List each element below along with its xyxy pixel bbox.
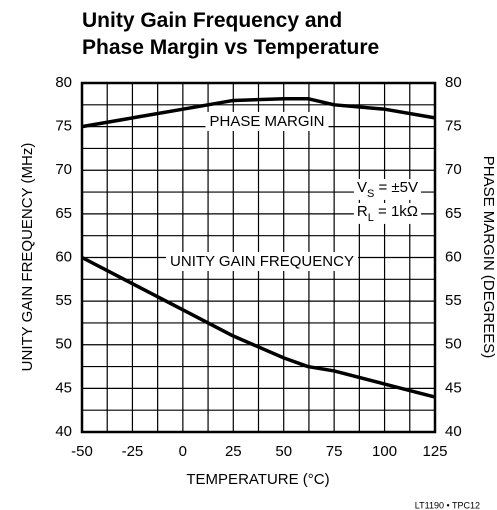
y2-tick-label: 40 — [445, 423, 462, 440]
condition-symbol: R — [357, 203, 368, 220]
series-line — [81, 255, 436, 399]
y-tick-label: 80 — [55, 74, 72, 91]
y-tick-label: 45 — [55, 379, 72, 396]
chart-title: Phase Margin vs Temperature — [82, 36, 379, 59]
x-tick-label: 0 — [179, 443, 187, 460]
condition-subscript: S — [367, 188, 374, 200]
condition-value: = ±5V — [374, 179, 418, 196]
y-tick-label: 75 — [55, 118, 72, 135]
y2-tick-label: 65 — [445, 205, 462, 222]
footer: LT1190 • TPC12 — [415, 500, 480, 510]
x-tick-label: -25 — [122, 443, 144, 460]
chart-title: Unity Gain Frequency and — [82, 9, 342, 32]
x-tick-label: 25 — [225, 443, 242, 460]
x-axis-label: TEMPERATURE (°C) — [186, 471, 329, 488]
condition-symbol: V — [357, 179, 367, 196]
series-label: PHASE MARGIN — [209, 113, 324, 130]
label-background — [166, 251, 358, 271]
y-tick-label: 65 — [55, 205, 72, 222]
y-axis-label: UNITY GAIN FREQUENCY (MHz) — [19, 143, 36, 372]
label-background — [353, 178, 421, 200]
y2-tick-label: 45 — [445, 379, 462, 396]
condition-subscript: L — [368, 212, 374, 224]
y-tick-label: 70 — [55, 161, 72, 178]
condition-annotation: RL = 1kΩ — [357, 203, 418, 224]
x-tick-label: 75 — [326, 443, 343, 460]
x-tick-label: -50 — [71, 443, 93, 460]
label-background — [353, 202, 421, 224]
y-tick-label: 40 — [55, 423, 72, 440]
condition-annotation: VS = ±5V — [357, 179, 418, 200]
y-tick-label: 55 — [55, 292, 72, 309]
y2-tick-label: 55 — [445, 292, 462, 309]
y2-tick-label: 70 — [445, 161, 462, 178]
x-tick-label: 50 — [275, 443, 292, 460]
series-label: UNITY GAIN FREQUENCY — [170, 253, 354, 270]
y-tick-label: 60 — [55, 248, 72, 265]
y2-tick-label: 80 — [445, 74, 462, 91]
y-tick-label: 50 — [55, 336, 72, 353]
y2-tick-label: 75 — [445, 118, 462, 135]
condition-value: = 1kΩ — [374, 203, 418, 220]
y2-tick-label: 50 — [445, 336, 462, 353]
x-tick-label: 100 — [372, 443, 397, 460]
y2-tick-label: 60 — [445, 248, 462, 265]
x-tick-label: 125 — [422, 443, 447, 460]
y2-axis-label: PHASE MARGIN (DEGREES) — [480, 156, 497, 359]
label-background — [205, 111, 329, 131]
series-line — [81, 96, 436, 129]
